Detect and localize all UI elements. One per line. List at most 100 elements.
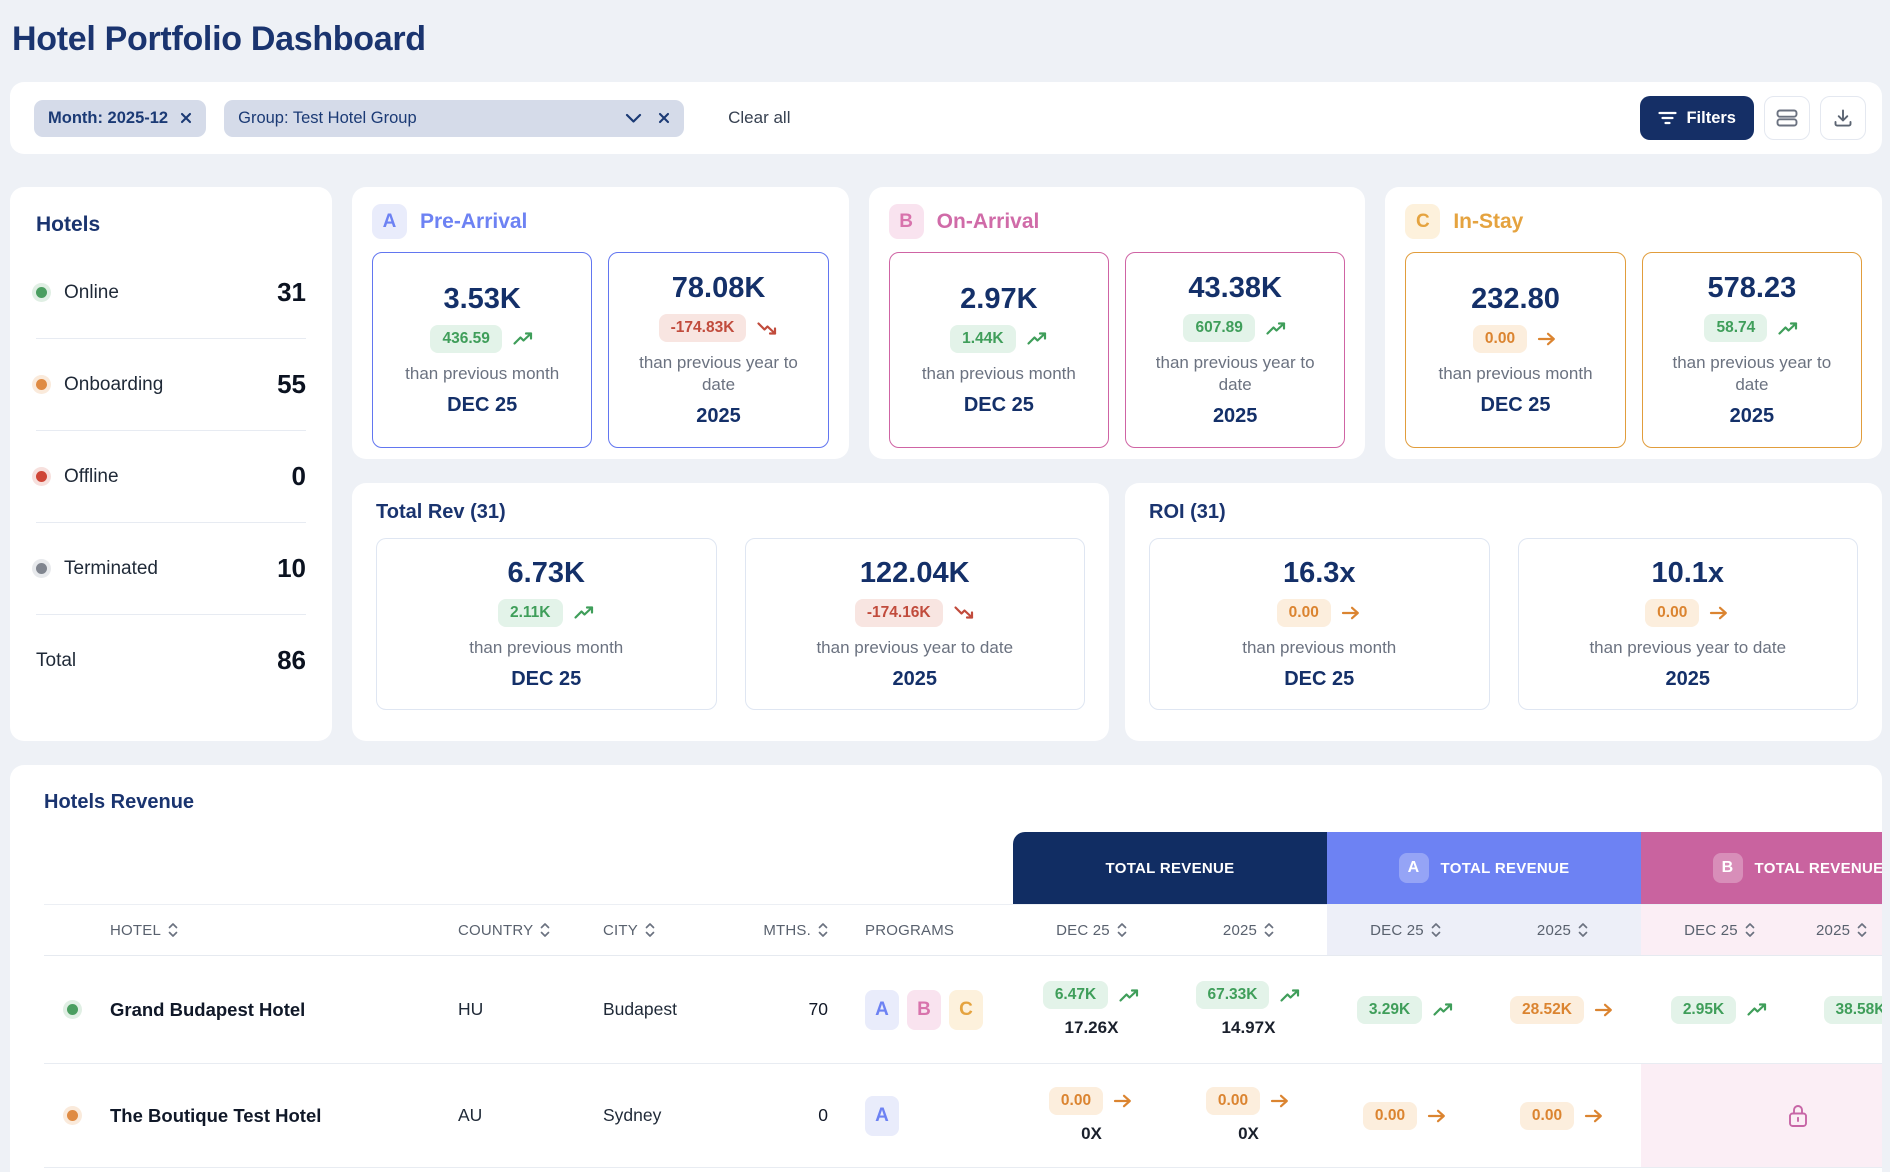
rows-icon: [1776, 109, 1798, 127]
arrow-right-icon: [1537, 331, 1558, 347]
download-button[interactable]: [1820, 96, 1866, 140]
column-header-a-dec25[interactable]: DEC 25: [1327, 905, 1484, 955]
column-header-country[interactable]: COUNTRY: [455, 905, 595, 955]
roi-ytd-kpi: 10.1x 0.00 than previous year to date 20…: [1517, 538, 1858, 710]
row-density-button[interactable]: [1764, 96, 1810, 140]
clear-all-button[interactable]: Clear all: [728, 108, 791, 127]
lock-icon: [1787, 1102, 1809, 1129]
on-arrival-month-kpi: 2.97K 1.44K than previous month DEC 25: [888, 252, 1110, 448]
hotel-name: The Boutique Test Hotel: [110, 1104, 322, 1126]
hotels-status-terminated: Terminated 10: [36, 523, 306, 615]
hotels-status-offline: Offline 0: [36, 431, 306, 523]
total-rev-ytd-kpi: 122.04K -174.16K than previous year to d…: [744, 538, 1085, 710]
cell-a-2025: 0.00: [1484, 1064, 1641, 1167]
table-group-header-row: TOTAL REVENUE A TOTAL REVENUE B TOTAL RE…: [44, 832, 1882, 904]
sort-icon: [1745, 922, 1755, 938]
sort-icon: [1117, 922, 1127, 938]
program-c-badge: C: [949, 989, 983, 1030]
sort-icon: [1264, 922, 1274, 938]
arrow-right-icon: [1594, 1002, 1615, 1018]
cell-b-2025: 38.58K: [1798, 956, 1882, 1063]
on-arrival-ytd-kpi: 43.38K 607.89 than previous year to date…: [1125, 252, 1346, 448]
column-header-hotel[interactable]: HOTEL: [100, 905, 455, 955]
pre-arrival-card: A Pre-Arrival 3.53K 436.59 than previous…: [352, 187, 849, 459]
sort-icon: [1578, 922, 1588, 938]
cell-total-2025: 0.00 0X: [1170, 1064, 1327, 1167]
cell-total-dec25: 6.47K 17.26X: [1013, 956, 1170, 1063]
in-stay-title: In-Stay: [1453, 209, 1524, 233]
pre-arrival-title: Pre-Arrival: [420, 209, 528, 233]
page-title: Hotel Portfolio Dashboard: [12, 20, 426, 58]
hotel-name: Grand Budapest Hotel: [110, 998, 306, 1020]
trend-up-icon: [573, 605, 595, 620]
filter-chip-group[interactable]: Group: Test Hotel Group: [224, 99, 685, 137]
trend-up-icon: [512, 331, 534, 346]
sort-icon: [540, 922, 550, 938]
filter-chip-group-label: Group: Test Hotel Group: [238, 108, 417, 127]
sort-icon: [818, 922, 828, 938]
filter-bar: Month: 2025-12 Group: Test Hotel Group C…: [10, 82, 1882, 154]
column-header-total-2025[interactable]: 2025: [1170, 905, 1327, 955]
terminated-status-dot: [36, 563, 47, 574]
hotels-total: Total 86: [36, 645, 306, 675]
column-header-city[interactable]: CITY: [595, 905, 755, 955]
hotels-revenue-table: TOTAL REVENUE A TOTAL REVENUE B TOTAL RE…: [44, 832, 1882, 1168]
hotels-summary-panel: Hotels Online 31 Onboarding 55 Offline 0…: [10, 187, 332, 741]
trend-down-icon: [953, 605, 975, 620]
roi-month-kpi: 16.3x 0.00 than previous month DEC 25: [1149, 538, 1490, 710]
group-a-badge: A: [1398, 853, 1429, 883]
arrow-right-icon: [1709, 605, 1730, 621]
cell-a-dec25: 3.29K: [1327, 956, 1484, 1063]
in-stay-card: C In-Stay 232.80 0.00 than previous mont…: [1385, 187, 1883, 459]
filter-bar-actions: Filters: [1640, 96, 1866, 140]
column-header-mths[interactable]: MTHS.: [755, 905, 835, 955]
hotels-status-onboarding: Onboarding 55: [36, 339, 306, 431]
in-stay-month-kpi: 232.80 0.00 than previous month DEC 25: [1405, 252, 1626, 448]
arrow-right-icon: [1341, 605, 1362, 621]
total-rev-month-kpi: 6.73K 2.11K than previous month DEC 25: [376, 538, 717, 710]
program-b-badge: B: [907, 989, 941, 1030]
column-header-b-2025[interactable]: 2025: [1798, 905, 1882, 955]
program-a-badge: A: [865, 1095, 899, 1136]
hotel-country: HU: [458, 999, 484, 1019]
hotel-city: Budapest: [603, 999, 677, 1019]
sort-icon: [1857, 922, 1867, 938]
column-header-programs: PROGRAMS: [865, 921, 955, 939]
column-header-a-2025[interactable]: 2025: [1484, 905, 1641, 955]
table-row[interactable]: The Boutique Test Hotel AU Sydney 0 A 0.…: [44, 1064, 1882, 1168]
group-header-b-total-revenue: B TOTAL REVENUE: [1641, 832, 1882, 904]
cell-total-dec25: 0.00 0X: [1013, 1064, 1170, 1167]
trend-up-icon: [1118, 988, 1140, 1003]
hotels-revenue-table-card: Hotels Revenue TOTAL REVENUE A TOTAL REV…: [10, 765, 1882, 1172]
program-a-badge: A: [865, 989, 899, 1030]
filters-button-label: Filters: [1686, 108, 1736, 127]
trend-up-icon: [1746, 1002, 1768, 1017]
sort-icon: [1431, 922, 1441, 938]
cell-b-locked: [1641, 1064, 1882, 1167]
group-header-a-total-revenue: A TOTAL REVENUE: [1327, 832, 1641, 904]
hotels-status-online: Online 31: [36, 247, 306, 339]
hotel-months: 0: [818, 1105, 828, 1125]
cell-a-dec25: 0.00: [1327, 1064, 1484, 1167]
roi-title: ROI (31): [1149, 501, 1226, 523]
remove-month-filter-icon[interactable]: [180, 112, 192, 124]
filters-button[interactable]: Filters: [1640, 96, 1754, 140]
sort-icon: [645, 922, 655, 938]
table-column-header-row: HOTEL COUNTRY CITY MTHS. PROGRAMS: [44, 904, 1882, 956]
chevron-down-icon[interactable]: [625, 113, 642, 124]
trend-up-icon: [1777, 321, 1799, 336]
remove-group-filter-icon[interactable]: [658, 112, 670, 124]
table-row[interactable]: Grand Budapest Hotel HU Budapest 70 A B …: [44, 956, 1882, 1064]
pre-arrival-ytd-kpi: 78.08K -174.83K than previous year to da…: [608, 252, 829, 448]
program-b-badge: B: [888, 204, 924, 239]
column-header-b-dec25[interactable]: DEC 25: [1641, 905, 1798, 955]
sort-icon: [168, 922, 178, 938]
column-header-total-dec25[interactable]: DEC 25: [1013, 905, 1170, 955]
program-a-badge: A: [372, 204, 407, 239]
trend-up-icon: [1265, 321, 1287, 336]
arrow-right-icon: [1427, 1108, 1448, 1124]
on-arrival-title: On-Arrival: [936, 209, 1040, 233]
trend-up-icon: [1026, 331, 1048, 346]
filter-chip-month[interactable]: Month: 2025-12: [34, 99, 207, 137]
